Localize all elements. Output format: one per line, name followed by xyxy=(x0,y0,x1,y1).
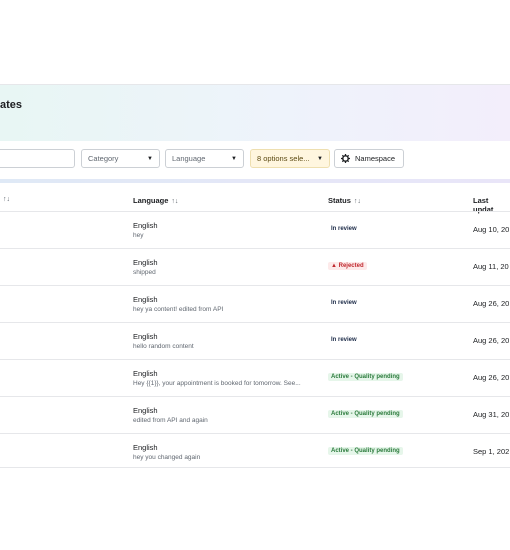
column-header-last-updated[interactable]: Last updat xyxy=(473,196,494,214)
row-content: hello random content xyxy=(133,343,194,350)
page-header: ates xyxy=(0,85,510,141)
chevron-down-icon: ▼ xyxy=(317,155,323,162)
language-dropdown-label: Language xyxy=(172,154,206,163)
templates-panel: ates Category ▼ Language ▼ 8 options sel… xyxy=(0,84,510,468)
search-input[interactable] xyxy=(0,149,75,168)
table-row[interactable]: English hey you changed again Active - Q… xyxy=(0,433,510,471)
column-header-language[interactable]: Language ↑↓ xyxy=(133,196,179,205)
row-date: Aug 26, 20 xyxy=(473,299,510,308)
status-badge: In review xyxy=(331,300,357,306)
row-content: shipped xyxy=(133,269,156,276)
row-language: English xyxy=(133,258,158,267)
row-date: Aug 26, 20 xyxy=(473,336,510,345)
row-language: English xyxy=(133,332,158,341)
category-dropdown[interactable]: Category ▼ xyxy=(81,149,160,168)
row-language: English xyxy=(133,295,158,304)
table-row[interactable]: English hey ya content! edited from API … xyxy=(0,285,510,323)
table-row[interactable]: English shipped ▲ Rejected Aug 11, 20 xyxy=(0,248,510,286)
row-language: English xyxy=(133,369,158,378)
row-date: Aug 11, 20 xyxy=(473,262,509,271)
sort-icon[interactable]: ↑↓ xyxy=(3,196,10,203)
row-content: edited from API and again xyxy=(133,417,208,424)
row-date: Aug 26, 20 xyxy=(473,373,510,382)
status-badge: In review xyxy=(331,337,357,343)
chevron-down-icon: ▼ xyxy=(231,155,237,162)
status-filter-dropdown[interactable]: 8 options sele... ▼ xyxy=(250,149,330,168)
row-date: Aug 10, 20 xyxy=(473,225,510,234)
sort-icon: ↑↓ xyxy=(171,198,179,205)
row-content: hey ya content! edited from API xyxy=(133,306,224,313)
row-content: hey you changed again xyxy=(133,454,201,461)
status-badge: Active - Quality pending xyxy=(328,447,403,455)
row-date: Sep 1, 202 xyxy=(473,447,510,456)
sort-icon: ↑↓ xyxy=(353,198,361,205)
row-language: English xyxy=(133,406,158,415)
warning-icon: ▲ xyxy=(331,263,337,269)
table-row[interactable]: English Hey {{1}}, your appointment is b… xyxy=(0,359,510,397)
chevron-down-icon: ▼ xyxy=(147,155,153,162)
row-content: hey xyxy=(133,232,144,239)
table-header: ↑↓ Language ↑↓ Status ↑↓ Last updat xyxy=(0,193,510,214)
status-badge: ▲ Rejected xyxy=(328,262,367,270)
row-language: English xyxy=(133,221,158,230)
filter-toolbar: Category ▼ Language ▼ 8 options sele... … xyxy=(0,147,510,173)
page-title: ates xyxy=(0,99,23,111)
row-language: English xyxy=(133,443,158,452)
status-badge: Active - Quality pending xyxy=(328,410,403,418)
table-row[interactable]: English hello random content In review A… xyxy=(0,322,510,360)
category-dropdown-label: Category xyxy=(88,154,119,163)
status-badge: Active - Quality pending xyxy=(328,373,403,381)
language-dropdown[interactable]: Language ▼ xyxy=(165,149,244,168)
namespace-label: Namespace xyxy=(355,154,396,163)
header-divider xyxy=(0,179,510,183)
row-date: Aug 31, 20 xyxy=(473,410,510,419)
status-badge: In review xyxy=(331,226,357,232)
table-row[interactable]: English edited from API and again Active… xyxy=(0,396,510,434)
gear-icon xyxy=(341,154,350,163)
table-row[interactable]: English hey In review Aug 10, 20 xyxy=(0,211,510,249)
namespace-button[interactable]: Namespace xyxy=(334,149,404,168)
row-content: Hey {{1}}, your appointment is booked fo… xyxy=(133,380,301,387)
column-header-status[interactable]: Status ↑↓ xyxy=(328,196,361,205)
status-filter-label: 8 options sele... xyxy=(257,154,310,163)
